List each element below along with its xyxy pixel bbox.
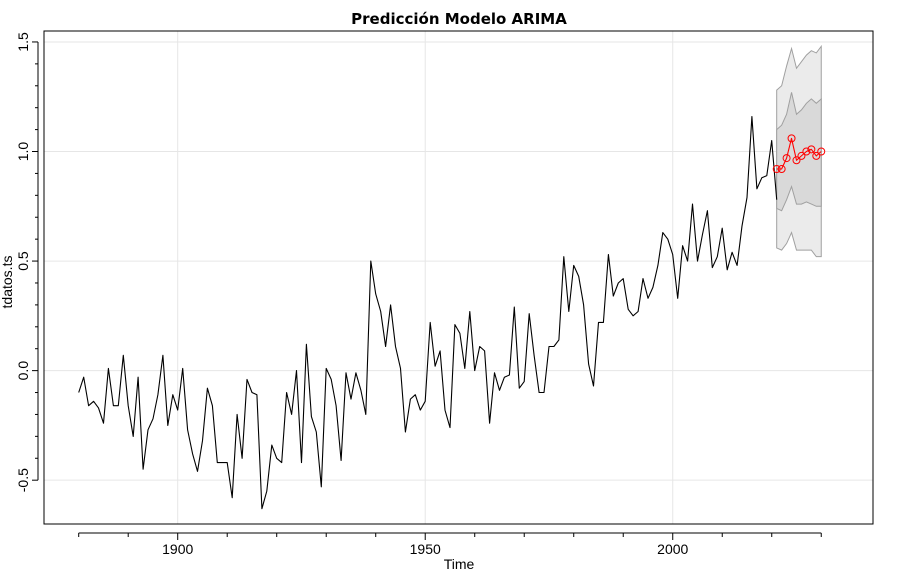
y-tick-label-4: 1.5 [15, 32, 31, 52]
chart-title: Predicción Modelo ARIMA [351, 10, 567, 28]
x-axis: 1900 1950 2000 [79, 533, 822, 557]
y-tick-label-0: -0.5 [15, 468, 31, 492]
grid [44, 31, 873, 524]
y-tick-label-2: 0.5 [15, 251, 31, 271]
x-tick-label-1: 1950 [410, 541, 441, 557]
y-axis-label: tdatos.ts [0, 256, 15, 309]
y-tick-label-1: 0.0 [15, 361, 31, 381]
observed-line [79, 117, 777, 509]
series-lines [79, 117, 822, 509]
x-tick-label-0: 1900 [162, 541, 193, 557]
y-tick-label-3: 1.0 [15, 142, 31, 162]
y-axis: -0.5 0.0 0.5 1.0 1.5 [15, 32, 38, 492]
x-axis-label: Time [444, 556, 475, 572]
plot-frame [44, 31, 873, 524]
x-tick-label-2: 2000 [657, 541, 688, 557]
